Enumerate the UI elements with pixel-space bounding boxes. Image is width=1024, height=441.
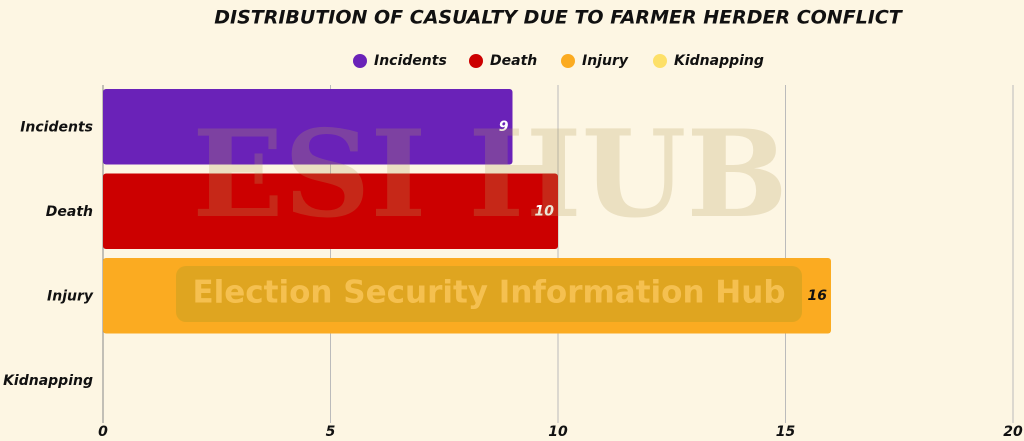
bar [103,89,513,165]
value-label: 16 [808,288,828,304]
y-tick-label: Death [46,204,93,220]
y-tick-label: Injury [47,288,94,304]
legend-label: Injury [582,53,629,69]
legend-swatch [653,54,667,68]
legend-label: Death [490,53,537,69]
legend-label: Kidnapping [674,53,764,69]
x-tick-label: 15 [776,424,796,440]
x-tick-label: 0 [98,424,108,440]
value-label: 10 [535,203,555,219]
y-tick-label: Kidnapping [3,373,93,389]
legend-swatch [561,54,575,68]
value-label: 9 [499,119,509,135]
x-tick-label: 10 [548,424,568,440]
legend-swatch [353,54,367,68]
watermark-logo: ESI HUB [192,104,788,245]
legend-swatch [469,54,483,68]
watermark-text: Election Security Information Hub [192,275,785,311]
x-tick-label: 20 [1003,424,1023,440]
y-tick-label: Incidents [20,119,93,135]
bar [103,173,558,249]
watermark-box [176,266,802,322]
x-tick-label: 5 [326,424,336,440]
legend-label: Incidents [374,53,447,69]
chart-title: DISTRIBUTION OF CASUALTY DUE TO FARMER H… [214,7,904,29]
